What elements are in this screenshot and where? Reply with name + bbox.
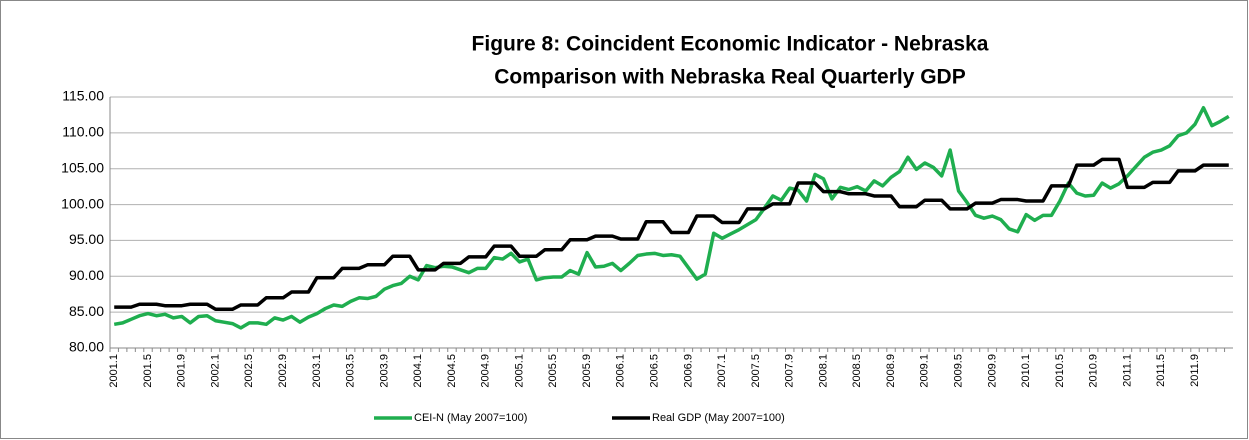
- x-tick-label: 2007.5: [750, 354, 762, 388]
- x-tick-label: 2008.1: [817, 354, 829, 388]
- x-tick-label: 2010.5: [1054, 354, 1066, 388]
- x-tick-label: 2001.9: [176, 354, 188, 388]
- y-tick-label: 115.00: [62, 88, 104, 104]
- legend-label: Real GDP (May 2007=100): [652, 412, 785, 424]
- chart-title: Figure 8: Coincident Economic Indicator …: [472, 33, 989, 56]
- x-tick-label: 2005.9: [581, 354, 593, 388]
- data-line: [114, 157, 1229, 312]
- y-tick-label: 90.00: [69, 267, 104, 283]
- x-tick-label: 2010.1: [1020, 354, 1032, 388]
- x-tick-label: 2002.9: [277, 354, 289, 388]
- data-line: [113, 106, 1230, 330]
- y-tick-label: 85.00: [69, 303, 104, 319]
- y-tick-label: 80.00: [69, 339, 104, 355]
- x-tick-label: 2005.5: [547, 354, 559, 388]
- x-tick-label: 2007.9: [784, 354, 796, 388]
- x-tick-label: 2010.9: [1088, 354, 1100, 388]
- x-tick-label: 2009.9: [986, 354, 998, 388]
- x-tick-label: 2003.9: [378, 354, 390, 388]
- x-tick-label: 2011.1: [1121, 354, 1133, 387]
- x-tick-label: 2001.1: [108, 354, 120, 388]
- x-tick-label: 2009.5: [952, 354, 964, 388]
- x-tick-label: 2006.5: [649, 354, 661, 388]
- x-tick-label: 2004.1: [412, 354, 424, 388]
- x-tick-label: 2006.9: [682, 354, 694, 388]
- x-tick-label: 2011.5: [1155, 354, 1167, 387]
- chart-title: Comparison with Nebraska Real Quarterly …: [494, 66, 965, 89]
- x-tick-label: 2004.5: [446, 354, 458, 388]
- x-tick-label: 2007.1: [716, 354, 728, 388]
- x-tick-label: 2002.5: [243, 354, 255, 388]
- x-tick-label: 2005.1: [513, 354, 525, 388]
- x-tick-label: 2009.1: [919, 354, 931, 388]
- x-tick-label: 2008.9: [885, 354, 897, 388]
- x-tick-label: 2006.1: [615, 354, 627, 388]
- y-tick-label: 95.00: [69, 231, 104, 247]
- x-tick-label: 2001.5: [142, 354, 154, 388]
- x-tick-label: 2003.5: [345, 354, 357, 388]
- legend-label: CEI-N (May 2007=100): [414, 412, 527, 424]
- x-tick-label: 2003.1: [311, 354, 323, 388]
- x-tick-label: 2008.5: [851, 354, 863, 388]
- y-tick-label: 105.00: [61, 159, 104, 175]
- x-tick-label: 2002.1: [209, 354, 221, 388]
- x-tick-label: 2004.9: [480, 354, 492, 388]
- y-tick-label: 110.00: [62, 124, 104, 140]
- y-tick-label: 100.00: [61, 195, 104, 211]
- x-tick-label: 2011.9: [1189, 354, 1201, 387]
